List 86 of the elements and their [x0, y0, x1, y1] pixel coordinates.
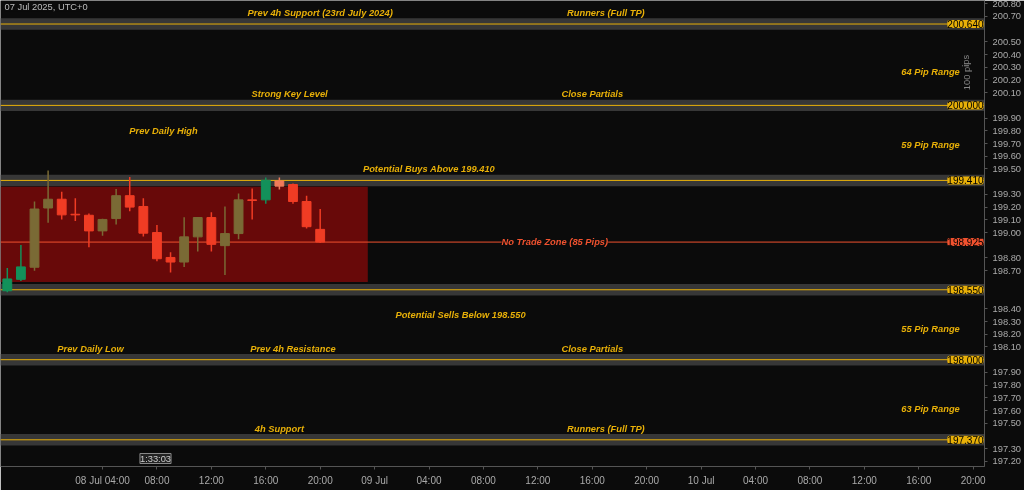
y-tick-label: 200.70 — [992, 11, 1022, 22]
y-tick-label: 199.30 — [992, 189, 1022, 200]
ref-line-label: 199.410 — [947, 175, 984, 187]
annotation: Prev Daily High — [129, 125, 199, 136]
x-tick-label: 08:00 — [470, 474, 497, 486]
y-tick-label: 197.50 — [992, 418, 1022, 429]
y-tick-label: 200.30 — [992, 62, 1022, 73]
y-tick-label: 200.10 — [992, 87, 1022, 98]
annotation: Close Partials — [561, 89, 624, 100]
annotation: Prev 4h Resistance — [250, 343, 336, 354]
candlestick — [315, 208, 326, 244]
y-tick-label: 199.10 — [992, 214, 1022, 225]
y-tick-label: 197.60 — [992, 405, 1022, 416]
y-tick-label: 199.20 — [992, 202, 1022, 213]
candlestick — [56, 190, 67, 221]
ref-line-label: 200.000 — [947, 100, 984, 112]
annotation: Close Partials — [561, 343, 624, 354]
y-tick-label: 200.20 — [992, 74, 1022, 85]
candlestick — [15, 244, 26, 282]
annotation: 59 Pip Range — [901, 139, 960, 150]
annotation: 1:33:03 — [139, 453, 172, 464]
x-tick-label: 20:00 — [960, 474, 987, 486]
candlestick — [70, 197, 81, 222]
annotation: 55 Pip Range — [901, 323, 960, 334]
annotation: Runners (Full TP) — [567, 8, 645, 19]
x-tick-label: 20:00 — [307, 474, 334, 486]
annotation: 63 Pip Range — [901, 403, 960, 414]
x-tick-label: 20:00 — [634, 474, 660, 486]
annotation: Prev Daily Low — [57, 343, 125, 354]
candlestick — [2, 267, 13, 294]
candlestick — [84, 212, 94, 249]
candlestick — [247, 187, 258, 221]
x-tick-label: 12:00 — [851, 474, 878, 486]
y-tick-label: 199.80 — [992, 125, 1022, 136]
x-tick-label: 08 Jul 04:00 — [75, 474, 131, 486]
y-tick-label: 197.90 — [992, 367, 1022, 378]
annotation: Prev 4h Support (23rd July 2024) — [247, 8, 393, 19]
y-tick-label: 198.10 — [992, 341, 1022, 352]
y-tick-label: 199.90 — [992, 113, 1022, 124]
y-tick-label: 198.80 — [992, 252, 1022, 263]
candlestick — [124, 176, 135, 213]
x-tick-label: 09 Jul — [361, 474, 388, 486]
x-tick-label: 16:00 — [253, 474, 279, 486]
ref-line-label: 198.925 — [947, 237, 984, 249]
candlestick — [165, 251, 176, 274]
y-tick-label: 199.70 — [992, 138, 1022, 149]
annotation: Potential Buys Above 199.410 — [362, 164, 496, 175]
annotation: Runners (Full TP) — [567, 423, 645, 434]
x-tick-label: 16:00 — [906, 474, 932, 486]
annotation: Strong Key Level — [251, 89, 329, 100]
ref-line-label: 198.000 — [947, 354, 984, 366]
y-tick-label: 197.80 — [992, 380, 1022, 391]
annotation: 07 Jul 2025, UTC+0 — [4, 1, 88, 12]
candlestick — [43, 169, 54, 224]
y-tick-label: 200.40 — [992, 49, 1022, 60]
annotation: 64 Pip Range — [901, 66, 960, 77]
y-tick-label: 200.50 — [992, 36, 1022, 47]
ref-line-label: 198.550 — [947, 284, 984, 296]
x-tick-label: 04:00 — [416, 474, 442, 486]
y-tick-label: 197.20 — [992, 456, 1022, 467]
candlestick — [111, 188, 122, 226]
y-tick-label: 199.00 — [992, 227, 1022, 238]
x-tick-label: 12:00 — [198, 474, 225, 486]
candlestick — [220, 205, 230, 276]
candlestick — [192, 216, 203, 253]
x-tick-label: 10 Jul — [687, 474, 715, 486]
y-tick-label: 197.70 — [992, 392, 1022, 403]
y-tick-label: 198.40 — [992, 303, 1022, 314]
y-tick-label: 198.70 — [992, 265, 1022, 276]
annotation: No Trade Zone (85 Pips) — [501, 237, 609, 248]
x-tick-label: 08:00 — [144, 474, 170, 486]
y-tick-label: 200.80 — [992, 0, 1022, 9]
annotation: 100 pips — [961, 54, 972, 91]
annotation: Potential Sells Below 198.550 — [395, 309, 527, 320]
x-tick-label: 08:00 — [797, 474, 823, 486]
candlestick — [260, 176, 271, 205]
y-tick-label: 199.60 — [992, 151, 1022, 162]
y-tick-label: 197.30 — [992, 443, 1022, 454]
annotation: 4h Support — [253, 423, 305, 434]
ref-line-label: 200.640 — [947, 19, 984, 31]
x-tick-label: 16:00 — [579, 474, 606, 486]
x-tick-label: 12:00 — [525, 474, 551, 486]
y-tick-label: 199.50 — [992, 163, 1022, 174]
x-tick-label: 04:00 — [742, 474, 769, 486]
y-tick-label: 198.20 — [992, 329, 1022, 340]
y-tick-label: 198.30 — [992, 316, 1022, 327]
